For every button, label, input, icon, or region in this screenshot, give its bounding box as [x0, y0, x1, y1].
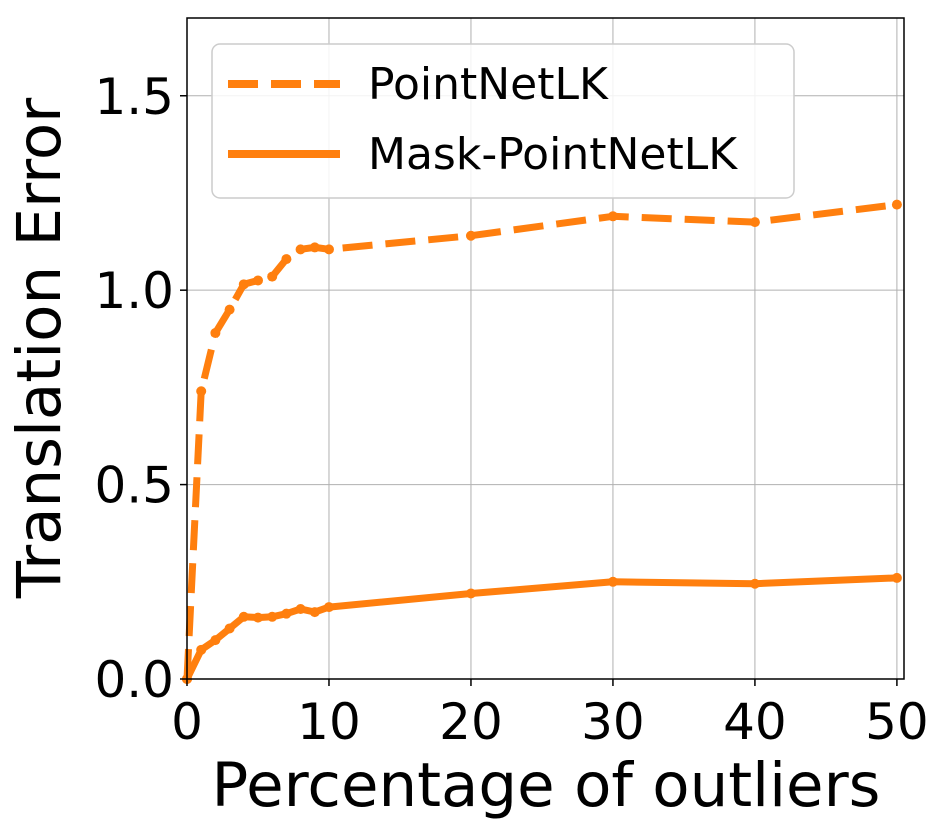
- data-point: [309, 607, 320, 618]
- y-tick-label: 0.0: [94, 651, 174, 709]
- data-point: [252, 275, 263, 286]
- x-axis-title: Percentage of outliers: [212, 750, 881, 819]
- data-point: [224, 304, 235, 315]
- data-point: [309, 242, 320, 253]
- data-point: [323, 602, 334, 613]
- data-point: [238, 279, 249, 290]
- data-point: [267, 611, 278, 622]
- legend-label-pointnetlk: PointNetLK: [368, 59, 609, 110]
- x-tick-label: 40: [723, 693, 787, 751]
- series-layer: [182, 199, 902, 684]
- data-point: [238, 611, 249, 622]
- x-tick-label: 10: [297, 693, 361, 751]
- legend-box: [211, 43, 795, 199]
- data-point: [465, 588, 476, 599]
- x-tick-label: 0: [171, 693, 203, 751]
- data-point: [607, 576, 618, 587]
- data-point: [281, 608, 292, 619]
- data-point: [210, 635, 221, 646]
- data-point: [607, 211, 618, 222]
- series-line-1: [183, 574, 898, 681]
- data-point: [295, 244, 306, 255]
- data-point: [749, 217, 760, 228]
- legend-label-mask-pointnetlk: Mask-PointNetLK: [368, 129, 738, 180]
- data-point: [210, 327, 221, 338]
- data-point: [891, 199, 902, 210]
- y-tick-label: 1.5: [94, 68, 174, 126]
- data-point: [267, 271, 278, 282]
- legend: PointNetLK Mask-PointNetLK: [211, 43, 795, 199]
- axis-ticks: 0 10 20 30 40 50 0.0 0.5 1.0 1.5: [94, 68, 928, 751]
- data-point: [196, 644, 207, 655]
- y-tick-label: 1.0: [94, 262, 174, 320]
- data-point: [465, 230, 476, 241]
- x-tick-label: 20: [439, 693, 503, 751]
- plot-frame: [186, 17, 905, 680]
- data-point: [252, 612, 263, 623]
- y-tick-label: 0.5: [94, 457, 174, 515]
- data-point: [281, 254, 292, 265]
- data-point: [224, 623, 235, 634]
- x-tick-label: 50: [865, 693, 929, 751]
- data-point: [749, 578, 760, 589]
- data-point: [196, 386, 207, 397]
- data-point: [891, 572, 902, 583]
- y-axis-title: Translation Error: [4, 97, 75, 599]
- x-tick-label: 30: [581, 693, 645, 751]
- data-point: [323, 244, 334, 255]
- data-point: [295, 604, 306, 615]
